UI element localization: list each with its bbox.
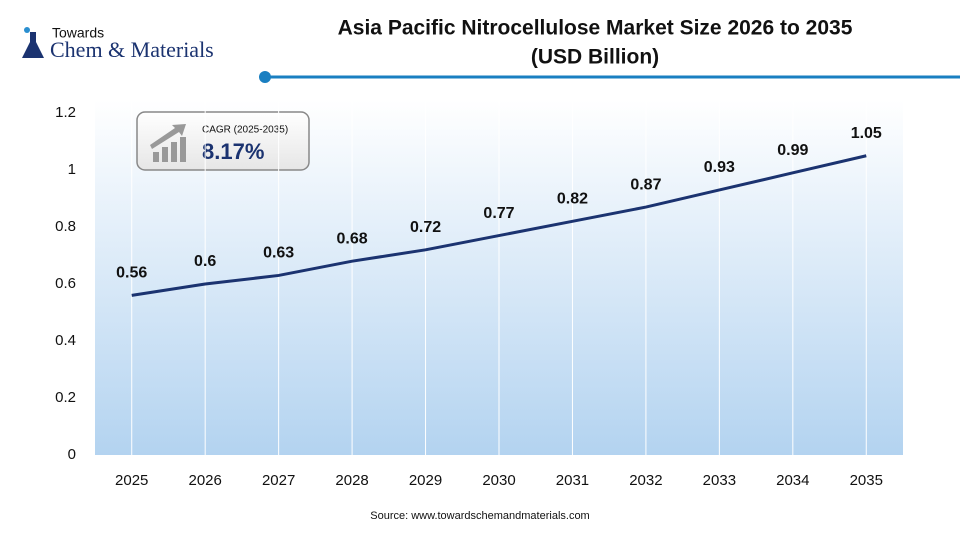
data-label: 0.99 bbox=[777, 142, 808, 159]
logo-top: Towards bbox=[52, 25, 104, 41]
y-tick-label: 0.8 bbox=[55, 218, 76, 235]
data-label: 0.68 bbox=[337, 230, 368, 247]
y-tick-label: 0.6 bbox=[55, 275, 76, 292]
cagr-value: 8.17% bbox=[202, 139, 264, 164]
cagr-label: CAGR (2025-2035) bbox=[202, 125, 288, 136]
data-label: 0.93 bbox=[704, 159, 735, 176]
logo: Towards Chem & Materials bbox=[22, 25, 214, 62]
cagr-box: CAGR (2025-2035) 8.17% bbox=[136, 111, 310, 171]
x-tick-label: 2029 bbox=[409, 472, 442, 489]
data-label: 0.63 bbox=[263, 245, 294, 262]
data-label: 0.82 bbox=[557, 191, 588, 208]
y-tick-label: 1 bbox=[68, 161, 76, 178]
y-tick-label: 0 bbox=[68, 446, 76, 463]
data-label: 0.77 bbox=[483, 205, 514, 222]
y-tick-label: 0.4 bbox=[55, 332, 76, 349]
y-tick-label: 0.2 bbox=[55, 389, 76, 406]
x-tick-label: 2026 bbox=[188, 472, 221, 489]
data-label: 0.6 bbox=[194, 253, 216, 270]
x-tick-label: 2025 bbox=[115, 472, 148, 489]
data-label: 1.05 bbox=[851, 125, 882, 142]
chart-title: Asia Pacific Nitrocellulose Market Size … bbox=[338, 17, 853, 40]
data-label: 0.87 bbox=[630, 176, 661, 193]
x-tick-label: 2030 bbox=[482, 472, 515, 489]
x-tick-label: 2028 bbox=[335, 472, 368, 489]
logo-icon bbox=[22, 32, 44, 58]
x-tick-label: 2031 bbox=[556, 472, 589, 489]
x-tick-label: 2027 bbox=[262, 472, 295, 489]
header-dot bbox=[259, 71, 271, 83]
data-label: 0.72 bbox=[410, 219, 441, 236]
chart-subtitle: (USD Billion) bbox=[531, 46, 659, 69]
source-note: Source: www.towardschemandmaterials.com bbox=[370, 510, 589, 522]
x-tick-label: 2033 bbox=[703, 472, 736, 489]
data-line bbox=[131, 154, 867, 297]
x-tick-label: 2032 bbox=[629, 472, 662, 489]
data-label: 0.56 bbox=[116, 265, 147, 282]
y-tick-label: 1.2 bbox=[55, 104, 76, 121]
x-tick-label: 2034 bbox=[776, 472, 809, 489]
x-tick-label: 2035 bbox=[850, 472, 883, 489]
logo-name: Chem & Materials bbox=[50, 37, 214, 62]
cagr-icon bbox=[150, 124, 186, 162]
logo-dot bbox=[24, 27, 30, 33]
